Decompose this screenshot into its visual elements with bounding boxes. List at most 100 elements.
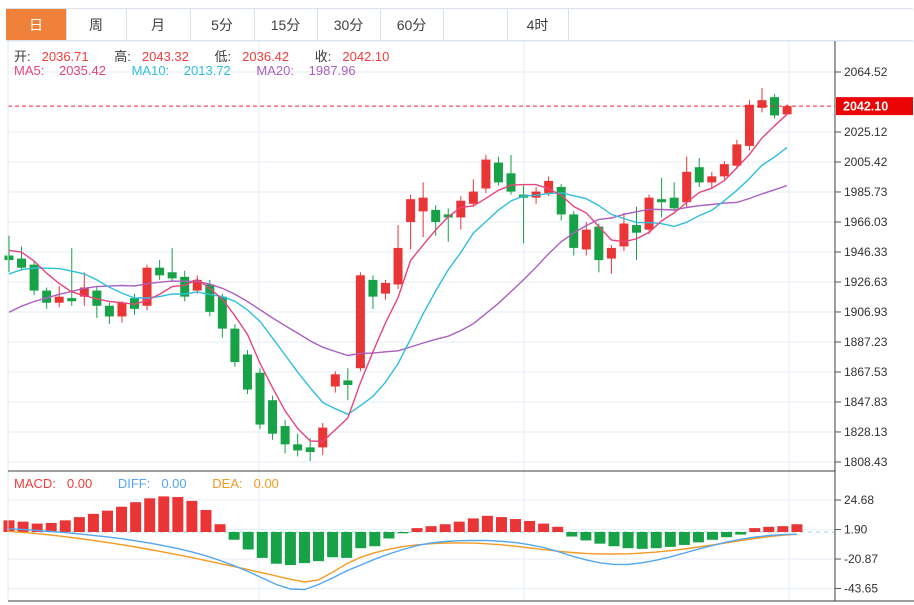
candle-body — [293, 444, 303, 451]
candle-body — [280, 426, 290, 445]
tab-日[interactable]: 日 — [6, 9, 66, 40]
candle-body — [104, 305, 114, 317]
candle-body — [619, 223, 629, 247]
candle-body — [456, 200, 466, 218]
ma10-line — [8, 146, 788, 416]
candle-body — [205, 284, 215, 312]
tab-15分[interactable]: 15分 — [270, 16, 301, 33]
macd-bar — [242, 532, 254, 550]
tab-divider — [317, 9, 318, 40]
macd-bar — [777, 526, 789, 532]
candle-body — [255, 372, 265, 425]
ma20-line — [8, 184, 788, 357]
macd-bar — [31, 523, 43, 532]
candle-body — [782, 106, 792, 115]
candle-body — [17, 258, 27, 268]
macd-bar — [692, 532, 704, 543]
macd-bar — [791, 524, 803, 532]
candle-body — [632, 225, 641, 233]
ma-lines — [8, 113, 788, 443]
candle-body — [368, 279, 378, 297]
candle-body — [556, 186, 566, 215]
ma5-line — [8, 113, 788, 443]
candle-body — [167, 272, 177, 279]
candle-body — [343, 380, 353, 385]
macd-bar — [369, 532, 381, 547]
macd-bar — [622, 532, 634, 549]
tab-divider — [66, 9, 67, 40]
macd-bar — [298, 532, 310, 564]
tab-divider — [568, 9, 569, 40]
macd-bar — [566, 532, 578, 537]
macd-bar — [538, 523, 550, 532]
candle-body — [657, 199, 667, 203]
macd-bar — [763, 526, 775, 532]
candle-body — [355, 275, 365, 369]
tab-divider — [507, 9, 508, 40]
axis-label: 2005.42 — [844, 155, 888, 169]
macd-bar — [45, 522, 57, 532]
candle-body — [142, 267, 152, 306]
macd-bar — [101, 510, 113, 532]
candle-body — [644, 197, 654, 230]
macd-bar — [383, 532, 395, 539]
macd-bar — [594, 532, 606, 544]
candle-body — [393, 247, 403, 285]
macd-bar — [678, 532, 690, 545]
tab-5分[interactable]: 5分 — [211, 16, 233, 33]
macd-bar — [327, 532, 339, 558]
macd-lines — [8, 528, 797, 591]
macd-bar — [130, 502, 142, 532]
axis-label: 2025.12 — [844, 125, 888, 139]
candle-body — [468, 191, 478, 204]
axis-label: 1966.03 — [844, 215, 888, 229]
tab-divider — [126, 9, 127, 40]
axis-label: 1946.33 — [844, 245, 888, 259]
last-price-badge-bg — [836, 97, 913, 116]
candle-body — [493, 162, 503, 183]
macd-bar — [341, 532, 353, 558]
candle-body — [79, 287, 89, 297]
axis-label: 24.68 — [844, 493, 874, 507]
axis-label: 1828.13 — [844, 425, 888, 439]
macd-bar — [270, 532, 282, 564]
macd-bar — [707, 532, 718, 540]
candle-body — [682, 171, 692, 203]
candle-body — [744, 104, 754, 146]
macd-bar — [355, 532, 367, 549]
macd-bar — [650, 532, 662, 549]
candle-body — [431, 209, 441, 223]
candle-body — [594, 226, 604, 261]
macd-bar — [73, 517, 85, 532]
macd-bar — [116, 506, 128, 532]
macd-bar — [552, 526, 564, 532]
tab-月[interactable]: 月 — [151, 16, 165, 33]
last-price-badge: 2042.10 — [836, 97, 913, 116]
macd-bar — [580, 532, 592, 541]
candle-body — [29, 264, 39, 291]
tab-4时[interactable]: 4时 — [526, 16, 549, 33]
candle-body — [217, 296, 227, 329]
macd-bar — [313, 532, 325, 562]
tab-60分[interactable]: 60分 — [396, 16, 427, 33]
macd-bar — [510, 519, 522, 532]
axis-label: 2064.52 — [844, 65, 888, 79]
macd-bar — [453, 521, 465, 532]
macd-bar — [200, 509, 212, 532]
candle-body — [268, 400, 278, 434]
macd-bar — [721, 532, 733, 538]
candle-body — [192, 279, 202, 291]
candle-body — [581, 229, 591, 250]
macd-bar — [425, 526, 437, 532]
macd-bar — [144, 498, 156, 532]
tab-周[interactable]: 周 — [89, 16, 103, 33]
macd-bar — [186, 500, 198, 532]
last-price-badge-text: 2042.10 — [843, 100, 888, 114]
axis-label: -20.87 — [844, 552, 878, 566]
candle-body — [406, 199, 416, 223]
macd-bar — [3, 520, 15, 532]
macd-bar — [481, 515, 493, 532]
tab-30分[interactable]: 30分 — [333, 16, 364, 33]
candle-body — [130, 298, 139, 309]
